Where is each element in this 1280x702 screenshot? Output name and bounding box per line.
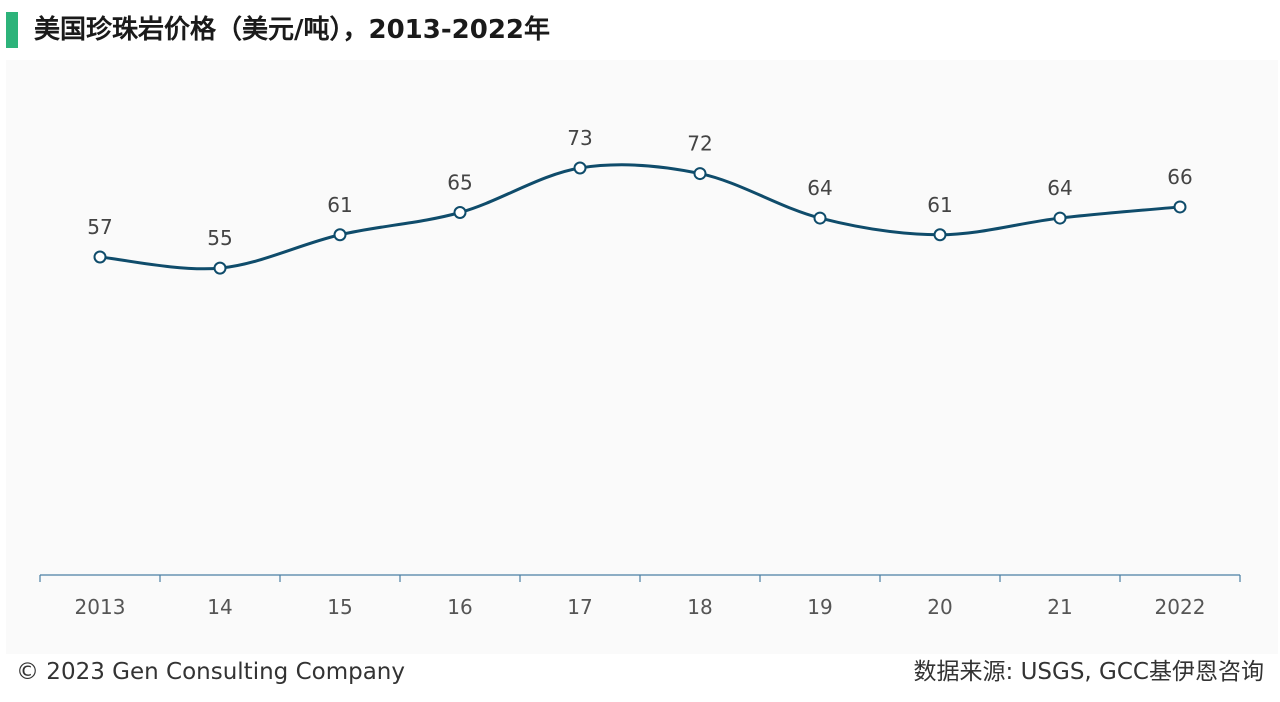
x-tick-label: 14 [207,595,232,619]
data-label: 72 [687,132,712,156]
x-tick-label: 17 [567,595,592,619]
chart-title: 美国珍珠岩价格（美元/吨），2013-2022年 [34,15,551,45]
data-point [213,261,227,275]
data-point [813,211,827,225]
data-point [933,228,947,242]
copyright-text: © 2023 Gen Consulting Company [16,659,405,685]
data-label: 55 [207,226,232,250]
data-point [693,167,707,181]
data-point [573,161,587,175]
x-tick-label: 19 [807,595,832,619]
series-line [99,163,1181,271]
x-tick-label: 16 [447,595,472,619]
data-label: 61 [327,193,352,217]
plot-background [6,60,1278,654]
data-point [1173,200,1187,214]
x-tick-label: 2022 [1155,595,1206,619]
data-label: 61 [927,193,952,217]
data-source-text: 数据来源: USGS, GCC基伊恩咨询 [913,659,1264,685]
x-tick-label: 21 [1047,595,1072,619]
data-point [93,250,107,264]
data-label: 73 [567,126,592,150]
data-label: 64 [1047,176,1072,200]
data-point [1053,211,1067,225]
data-label: 57 [87,215,112,239]
data-point [453,206,467,219]
x-tick-label: 15 [327,595,352,619]
x-tick-label: 2013 [75,595,126,619]
data-label: 66 [1167,165,1192,189]
data-label: 64 [807,176,832,200]
x-tick-label: 18 [687,595,712,619]
data-point [333,228,347,242]
title-accent-bar [6,12,18,48]
x-tick-label: 20 [927,595,952,619]
data-label: 65 [447,171,472,195]
